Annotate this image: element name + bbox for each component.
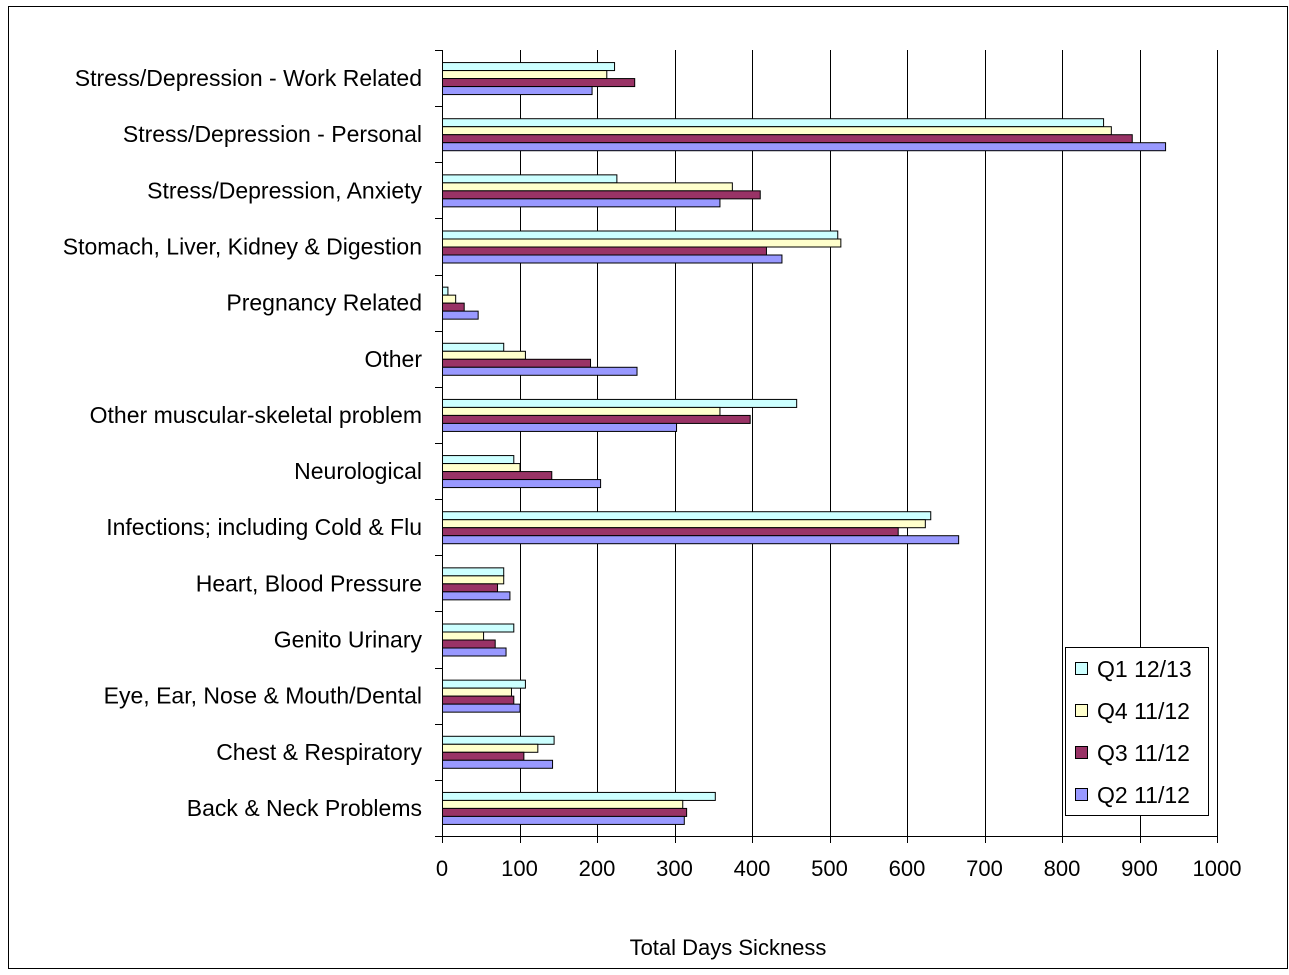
- bar: [442, 623, 515, 633]
- bar: [442, 479, 602, 489]
- axes: [435, 50, 1218, 843]
- bar: [442, 190, 761, 200]
- bar: [442, 358, 592, 368]
- bar: [442, 126, 1112, 136]
- bar: [442, 735, 555, 745]
- category-label: Back & Neck Problems: [187, 795, 422, 821]
- x-tick-label: 1000: [1193, 856, 1242, 881]
- category-label: Stress/Depression - Work Related: [75, 65, 422, 91]
- legend-label: Q3 11/12: [1097, 740, 1190, 766]
- bar: [442, 815, 685, 825]
- category-label: Stress/Depression, Anxiety: [147, 177, 422, 203]
- bar: [442, 751, 525, 761]
- legend-label: Q1 12/13: [1097, 656, 1192, 682]
- bar: [442, 575, 505, 585]
- category-labels: Stress/Depression - Work Related Stress/D…: [63, 65, 423, 821]
- bar: [442, 414, 751, 424]
- x-tick-label: 100: [501, 856, 538, 881]
- bar: [442, 463, 521, 473]
- legend-swatch: [1075, 788, 1088, 801]
- category-label: Chest & Respiratory: [216, 739, 422, 765]
- bar: [442, 807, 688, 817]
- legend: Q1 12/13 Q4 11/12 Q3 11/12 Q2 11/12: [1065, 647, 1209, 816]
- bar: [442, 687, 512, 697]
- x-tick-label: 800: [1044, 856, 1081, 881]
- bar: [442, 294, 457, 304]
- bar: [442, 182, 733, 192]
- bar: [442, 743, 539, 753]
- bar: [442, 134, 1133, 144]
- bar: [442, 583, 499, 593]
- bar: [442, 310, 479, 320]
- x-axis-title: Total Days Sickness: [630, 935, 827, 960]
- category-label: Neurological: [294, 458, 422, 484]
- bar: [442, 174, 618, 184]
- bar: [442, 286, 449, 296]
- bar: [442, 142, 1167, 152]
- x-tick-label: 900: [1121, 856, 1158, 881]
- bar: [442, 406, 721, 416]
- bar: [442, 511, 932, 521]
- bar: [442, 230, 839, 240]
- bar: [442, 302, 465, 312]
- category-label: Heart, Blood Pressure: [196, 570, 422, 596]
- bar: [442, 254, 783, 264]
- x-tick-label: 700: [966, 856, 1003, 881]
- category-label: Other: [364, 346, 422, 372]
- bar: [442, 422, 678, 432]
- bar: [442, 631, 485, 641]
- bar: [442, 238, 842, 248]
- category-label: Stress/Depression - Personal: [123, 121, 422, 147]
- legend-swatch: [1075, 746, 1088, 759]
- x-tick-label: 600: [889, 856, 926, 881]
- bar: [442, 759, 554, 769]
- bar: [442, 591, 511, 601]
- bar: [442, 799, 684, 809]
- bar: [442, 86, 593, 96]
- x-tick-label: 500: [811, 856, 848, 881]
- x-tick-label: 200: [579, 856, 616, 881]
- category-label: Eye, Ear, Nose & Mouth/Dental: [104, 683, 422, 709]
- bar: [442, 639, 496, 649]
- bars: [442, 62, 1167, 825]
- bar: [442, 695, 515, 705]
- category-label: Genito Urinary: [274, 627, 423, 653]
- bar: [442, 350, 526, 360]
- x-tick-label: 300: [656, 856, 693, 881]
- x-tick-label: 400: [734, 856, 771, 881]
- bar: [442, 398, 798, 408]
- bar: [442, 791, 716, 801]
- bar: [442, 366, 638, 376]
- category-label: Pregnancy Related: [226, 290, 422, 316]
- bar: [442, 535, 960, 545]
- bar: [442, 198, 721, 208]
- legend-swatch: [1075, 662, 1088, 675]
- bar: [442, 70, 608, 80]
- bar: [442, 647, 507, 657]
- bar: [442, 118, 1105, 128]
- legend-label: Q4 11/12: [1097, 698, 1190, 724]
- bar: [442, 246, 767, 256]
- bar: [442, 519, 926, 529]
- legend-label: Q2 11/12: [1097, 782, 1190, 808]
- bar: [442, 78, 636, 88]
- x-tick-label: 0: [436, 856, 448, 881]
- category-label: Infections; including Cold & Flu: [106, 514, 422, 540]
- bar: [442, 527, 899, 537]
- legend-swatch: [1075, 704, 1088, 717]
- bar: [442, 62, 616, 72]
- tick-labels: 0 100 200 300 400 500 600 700 800 900 1000: [436, 856, 1242, 881]
- bar: [442, 703, 521, 713]
- bar: [442, 455, 515, 465]
- category-label: Stomach, Liver, Kidney & Digestion: [63, 234, 422, 260]
- bar: [442, 679, 526, 689]
- legend-box: [1065, 647, 1209, 816]
- category-label: Other muscular-skeletal problem: [90, 402, 422, 428]
- bar: [442, 567, 505, 577]
- bar: [442, 471, 553, 481]
- bar: [442, 342, 505, 352]
